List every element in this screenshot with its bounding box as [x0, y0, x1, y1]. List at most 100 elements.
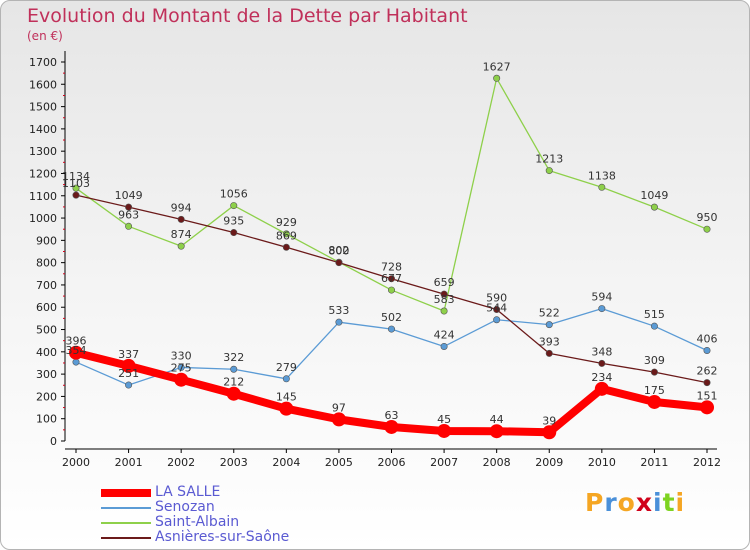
x-tick-label: 2007 [430, 456, 458, 469]
data-point [437, 423, 452, 438]
data-label: 151 [697, 389, 718, 402]
y-tick-label: 0 [50, 435, 57, 448]
data-label: 677 [381, 272, 402, 285]
data-label: 406 [697, 332, 718, 345]
data-label: 234 [591, 371, 612, 384]
data-label: 515 [644, 308, 665, 321]
legend-label: Senozan [155, 499, 215, 515]
legend-label: LA SALLE [155, 484, 221, 500]
legend-swatch [101, 536, 151, 539]
logo-letter: i [653, 488, 663, 517]
data-point [440, 307, 448, 315]
chart-unit-label: (en €) [27, 29, 63, 43]
data-label: 1049 [640, 189, 668, 202]
data-point [177, 215, 185, 223]
data-point [493, 74, 501, 82]
data-point [174, 372, 189, 387]
data-point [387, 286, 395, 294]
data-point [384, 419, 399, 434]
data-label: 63 [385, 409, 399, 422]
data-point [598, 305, 606, 313]
data-point [226, 386, 241, 401]
data-point [493, 305, 501, 313]
x-tick-label: 2008 [483, 456, 511, 469]
data-label: 145 [276, 391, 297, 404]
data-point [230, 202, 238, 210]
data-point [545, 349, 553, 357]
data-label: 544 [486, 302, 507, 315]
data-point [545, 321, 553, 329]
data-point [703, 225, 711, 233]
y-tick-label: 700 [36, 279, 57, 292]
data-label: 1627 [483, 60, 511, 73]
data-label: 97 [332, 401, 346, 414]
data-label: 502 [381, 311, 402, 324]
logo-letter: o [617, 488, 636, 517]
data-point [700, 400, 714, 415]
x-tick-label: 2001 [115, 456, 143, 469]
data-point [440, 342, 448, 350]
y-tick-label: 1500 [29, 101, 57, 114]
logo-letter: x [635, 488, 653, 517]
data-label: 728 [381, 261, 402, 274]
data-label: 935 [223, 215, 244, 228]
data-point [125, 203, 133, 211]
data-point [703, 346, 711, 354]
data-point [598, 183, 606, 191]
x-tick-label: 2000 [62, 456, 90, 469]
data-point [387, 275, 395, 283]
y-tick-label: 1400 [29, 123, 57, 136]
data-label: 424 [434, 328, 455, 341]
data-label: 1056 [220, 188, 248, 201]
data-point [545, 167, 553, 175]
y-tick-label: 400 [36, 346, 57, 359]
data-point [121, 358, 136, 373]
data-label: 522 [539, 307, 560, 320]
data-label: 393 [539, 335, 560, 348]
data-point [69, 345, 83, 360]
data-point [279, 401, 294, 416]
x-tick-label: 2005 [325, 456, 353, 469]
data-label: 963 [118, 208, 139, 221]
data-label: 45 [437, 413, 451, 426]
data-point [177, 363, 185, 371]
data-point [650, 203, 658, 211]
data-label: 279 [276, 361, 297, 374]
x-tick-label: 2006 [378, 456, 406, 469]
data-point [230, 365, 238, 373]
chart-title: Evolution du Montant de la Dette par Hab… [27, 5, 468, 27]
x-tick-label: 2009 [535, 456, 563, 469]
data-point [440, 290, 448, 298]
x-tick-label: 2002 [167, 456, 195, 469]
data-label: 44 [490, 413, 504, 426]
data-point [335, 318, 343, 326]
legend-swatch [101, 488, 151, 497]
data-point [125, 222, 133, 230]
data-point [647, 394, 662, 409]
data-label: 1049 [115, 189, 143, 202]
data-label: 322 [223, 351, 244, 364]
data-point [387, 325, 395, 333]
proxiti-logo: Proxiti [585, 488, 685, 517]
data-label: 594 [591, 291, 612, 304]
logo-letter: i [675, 488, 686, 517]
data-point [493, 316, 501, 324]
x-tick-label: 2003 [220, 456, 248, 469]
legend-swatch [101, 506, 151, 509]
y-tick-label: 500 [36, 324, 57, 337]
logo-letter: t [662, 488, 676, 517]
data-label: 354 [66, 344, 87, 357]
logo-letter: r [604, 488, 618, 517]
y-tick-label: 800 [36, 257, 57, 270]
x-tick-label: 2011 [640, 456, 668, 469]
data-label: 212 [223, 376, 244, 389]
data-label: 583 [434, 293, 455, 306]
data-label: 175 [644, 384, 665, 397]
legend-label: Saint-Albain [155, 514, 240, 530]
data-label: 396 [66, 335, 87, 348]
data-label: 1138 [588, 169, 616, 182]
data-label: 348 [591, 345, 612, 358]
y-tick-label: 200 [36, 390, 57, 403]
